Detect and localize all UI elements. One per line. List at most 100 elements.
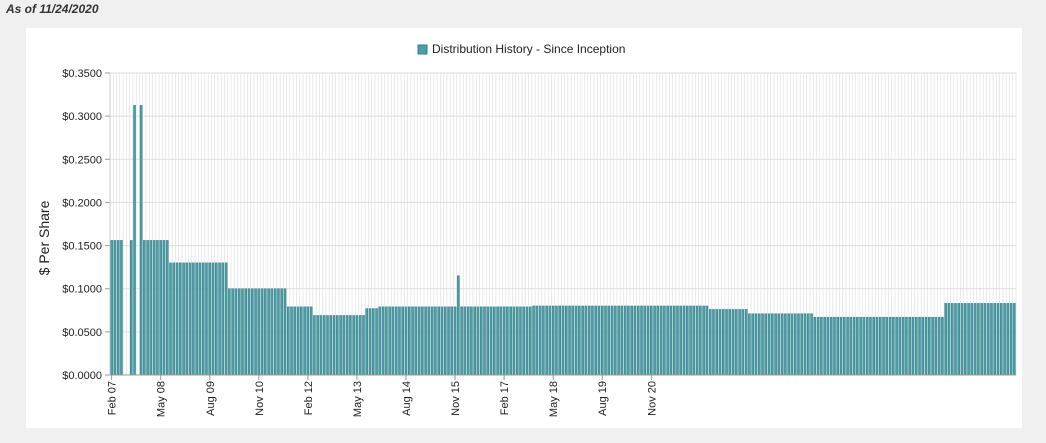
bar[interactable]: [653, 305, 656, 376]
bar[interactable]: [512, 306, 516, 376]
bar[interactable]: [165, 240, 169, 376]
bar[interactable]: [679, 305, 683, 376]
bar[interactable]: [404, 306, 408, 376]
bar[interactable]: [522, 306, 526, 376]
bar[interactable]: [555, 305, 558, 376]
bar[interactable]: [247, 288, 251, 376]
bar[interactable]: [159, 240, 162, 376]
bar[interactable]: [823, 316, 826, 376]
bar[interactable]: [175, 262, 179, 376]
bar[interactable]: [198, 262, 202, 376]
bar[interactable]: [483, 306, 486, 376]
bar[interactable]: [453, 306, 457, 376]
bar[interactable]: [954, 303, 957, 376]
bar[interactable]: [699, 305, 702, 376]
bar[interactable]: [872, 316, 875, 376]
bar[interactable]: [983, 303, 987, 376]
bar[interactable]: [833, 316, 836, 376]
bar[interactable]: [803, 313, 807, 376]
bar[interactable]: [267, 288, 270, 376]
bar[interactable]: [254, 288, 257, 376]
bar[interactable]: [316, 315, 319, 376]
bar[interactable]: [172, 262, 176, 376]
bar[interactable]: [218, 262, 221, 376]
bar[interactable]: [934, 316, 938, 376]
bar[interactable]: [986, 303, 990, 376]
bar[interactable]: [574, 305, 578, 376]
bar[interactable]: [813, 316, 817, 376]
bar[interactable]: [990, 303, 993, 376]
bar[interactable]: [430, 306, 434, 376]
bar[interactable]: [878, 316, 882, 376]
bar[interactable]: [905, 316, 908, 376]
bar[interactable]: [113, 240, 117, 376]
bar[interactable]: [551, 305, 555, 376]
bar[interactable]: [892, 316, 895, 376]
bar[interactable]: [440, 306, 444, 376]
bar[interactable]: [718, 309, 722, 376]
bar[interactable]: [129, 240, 133, 376]
bar[interactable]: [205, 262, 208, 376]
bar[interactable]: [666, 305, 669, 376]
bar[interactable]: [908, 316, 911, 376]
bar[interactable]: [810, 313, 813, 376]
bar[interactable]: [761, 313, 764, 376]
bar[interactable]: [332, 315, 336, 376]
bar[interactable]: [535, 305, 539, 376]
bar[interactable]: [715, 309, 718, 376]
bar[interactable]: [790, 313, 794, 376]
bar[interactable]: [362, 315, 365, 376]
bar[interactable]: [591, 305, 594, 376]
bar[interactable]: [398, 306, 401, 376]
bar[interactable]: [859, 316, 862, 376]
bar[interactable]: [211, 262, 215, 376]
bar[interactable]: [496, 306, 499, 376]
bar[interactable]: [777, 313, 781, 376]
bar[interactable]: [300, 306, 303, 376]
bar[interactable]: [309, 306, 313, 376]
bar[interactable]: [663, 305, 666, 376]
bar[interactable]: [630, 305, 633, 376]
bar[interactable]: [349, 315, 352, 376]
bar[interactable]: [921, 316, 925, 376]
bar[interactable]: [336, 315, 339, 376]
bar[interactable]: [895, 316, 898, 376]
bar[interactable]: [277, 288, 280, 376]
bar[interactable]: [286, 306, 290, 376]
bar[interactable]: [529, 306, 532, 376]
bar[interactable]: [764, 313, 768, 376]
bar[interactable]: [914, 316, 918, 376]
bar[interactable]: [280, 288, 283, 376]
bar[interactable]: [241, 288, 244, 376]
bar[interactable]: [725, 309, 728, 376]
bar[interactable]: [793, 313, 797, 376]
bar[interactable]: [620, 305, 624, 376]
bar[interactable]: [303, 306, 306, 376]
bar[interactable]: [849, 316, 853, 376]
bar[interactable]: [767, 313, 771, 376]
bar[interactable]: [385, 306, 388, 376]
bar[interactable]: [476, 306, 480, 376]
bar[interactable]: [417, 306, 421, 376]
bar[interactable]: [774, 313, 777, 376]
bar[interactable]: [735, 309, 738, 376]
bar[interactable]: [470, 306, 473, 376]
bar[interactable]: [650, 305, 653, 376]
bar[interactable]: [836, 316, 840, 376]
bar[interactable]: [964, 303, 967, 376]
bar[interactable]: [846, 316, 849, 376]
bar[interactable]: [133, 105, 136, 376]
bar[interactable]: [996, 303, 1000, 376]
bar[interactable]: [391, 306, 395, 376]
bar[interactable]: [597, 305, 601, 376]
bar[interactable]: [427, 306, 431, 376]
bar[interactable]: [188, 262, 192, 376]
bar[interactable]: [787, 313, 790, 376]
bar[interactable]: [381, 306, 385, 376]
bar[interactable]: [542, 305, 545, 376]
bar[interactable]: [322, 315, 326, 376]
bar[interactable]: [977, 303, 980, 376]
bar[interactable]: [228, 288, 231, 376]
bar[interactable]: [928, 316, 931, 376]
bar[interactable]: [856, 316, 859, 376]
